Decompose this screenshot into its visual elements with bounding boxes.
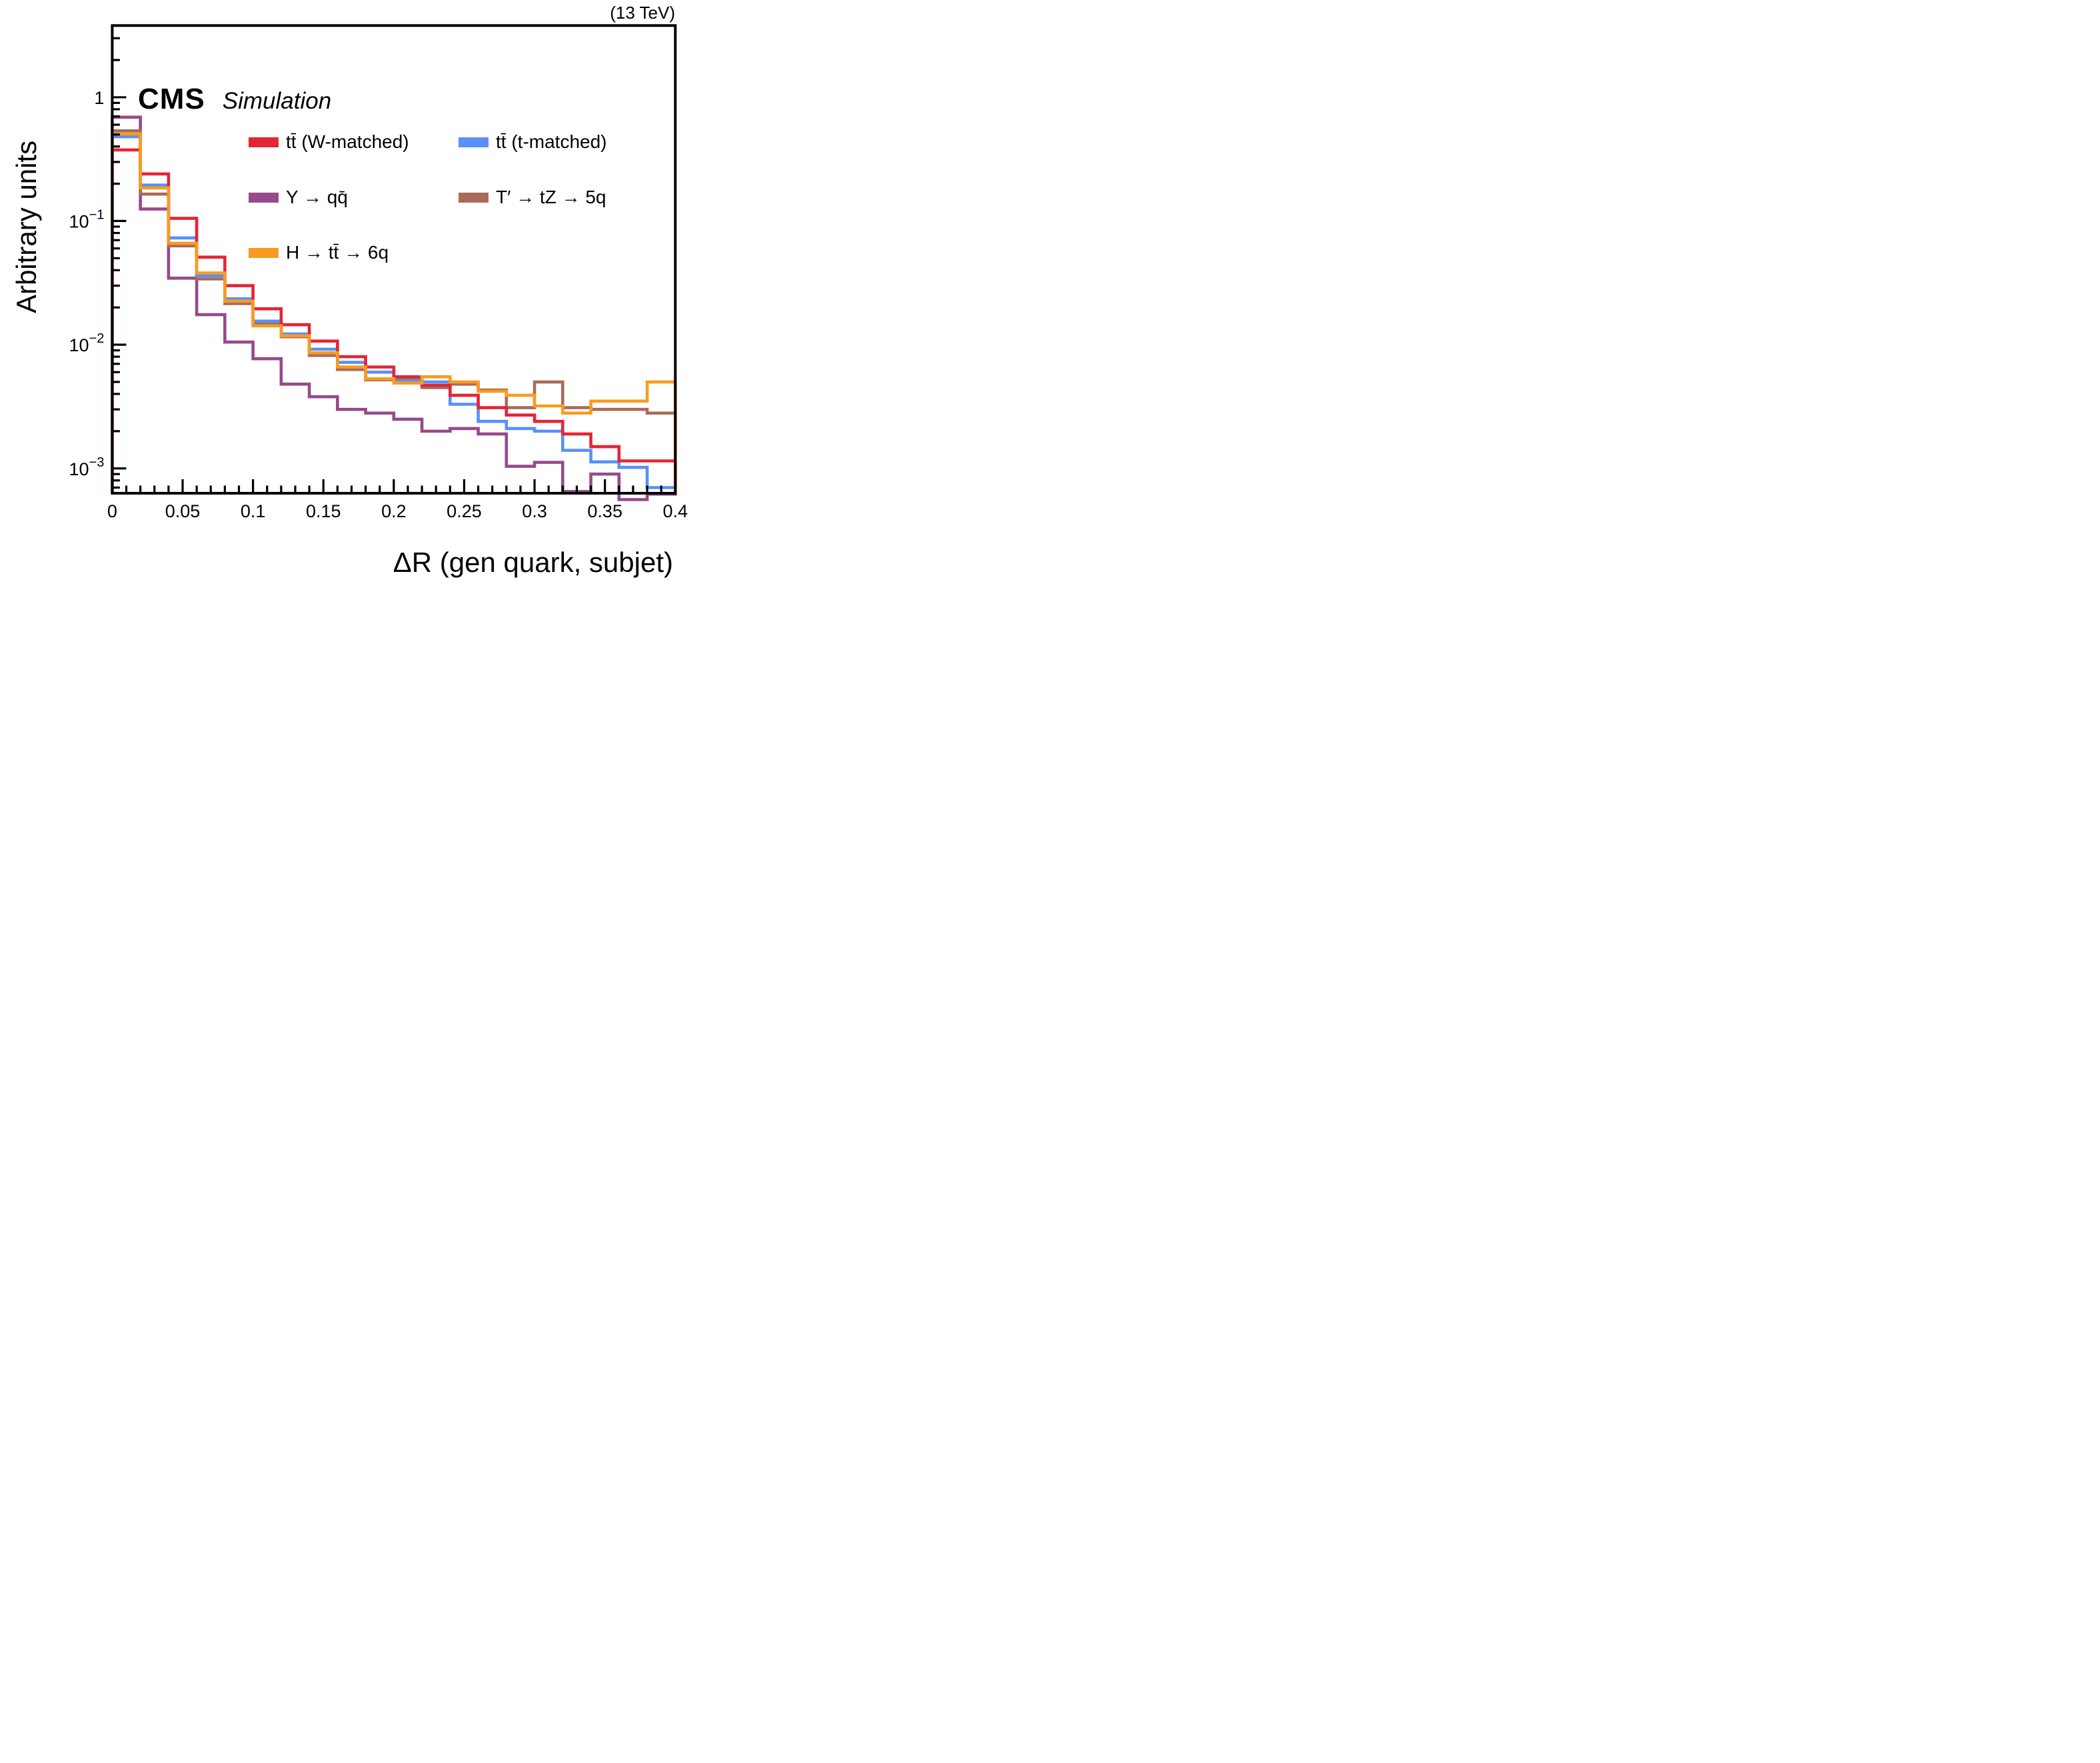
x-tick-label: 0.35 [587, 501, 622, 521]
simulation-label: Simulation [222, 88, 332, 114]
x-tick-label: 0.25 [447, 501, 482, 521]
y-tick-label: 10−2 [69, 331, 105, 355]
x-tick-label: 0.3 [522, 501, 547, 521]
x-tick-label: 0.15 [306, 501, 341, 521]
series-ttbar-w-matched-line [111, 148, 677, 493]
cms-simulation-figure: 1 10−1 10−2 10−3 0 0.05 0.1 0.15 0.2 0.25 0.3 0.35 0… [0, 0, 700, 588]
x-tick-label: 0.2 [381, 501, 407, 521]
y-tick-label: 1 [94, 88, 104, 108]
y-tick-label: 10−3 [69, 455, 105, 479]
series-h-tt-6q-line [111, 132, 677, 493]
x-axis-title: ΔR (gen quark, subjet) [393, 547, 673, 578]
x-tick-label: 0.1 [241, 501, 266, 521]
x-tick-label: 0 [107, 501, 117, 521]
x-tick-label: 0.05 [165, 501, 201, 521]
experiment-label: CMS Simulation [138, 83, 331, 116]
x-tick-label: 0.4 [663, 501, 688, 521]
y-axis-title: Arbitrary units [11, 140, 42, 313]
cms-label: CMS [138, 83, 205, 115]
energy-label: (13 TeV) [610, 3, 675, 23]
y-tick-label: 10−1 [69, 208, 105, 232]
plot-canvas: 1 10−1 10−2 10−3 0 0.05 0.1 0.15 0.2 0.25 0.3 0.35 0… [69, 24, 688, 521]
